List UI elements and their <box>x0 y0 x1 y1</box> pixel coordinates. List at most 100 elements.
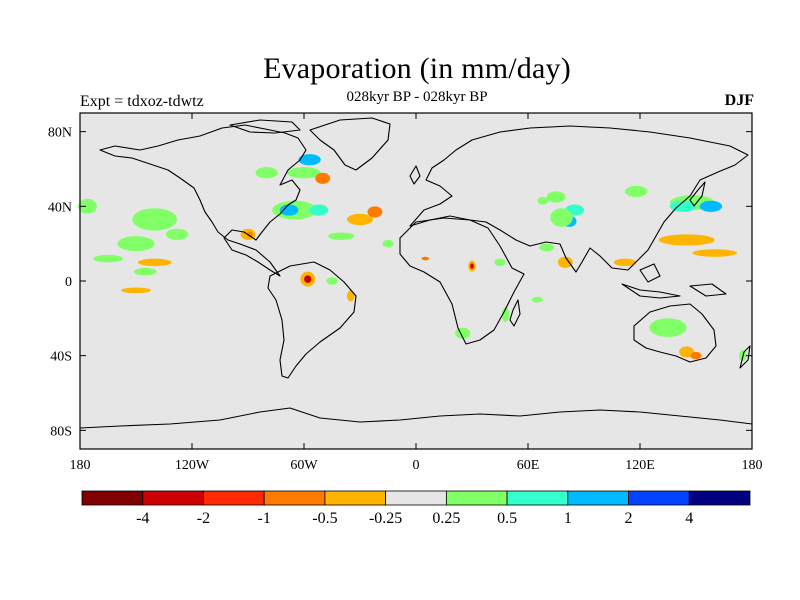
anomaly-patch <box>117 236 155 252</box>
anomaly-patch <box>546 191 566 203</box>
coastline-new-zealand <box>739 345 751 369</box>
anomaly-patch <box>315 172 331 184</box>
coastline-indonesia <box>621 283 681 299</box>
anomaly-patch <box>367 206 383 218</box>
lat-tick-label: 80N <box>48 126 72 141</box>
colorbar-label: -2 <box>197 510 210 527</box>
coastline-eurasia <box>409 125 749 273</box>
anomaly-patch <box>692 249 738 257</box>
colorbar-label: -0.5 <box>312 510 337 527</box>
colorbar-label: -0.25 <box>369 510 402 527</box>
anomaly-patch <box>699 200 723 212</box>
colorbar-label: 0.5 <box>497 510 517 527</box>
colorbar-label: 4 <box>685 510 693 527</box>
lon-tick-label: 120E <box>625 458 655 473</box>
colorbar-swatch <box>385 490 447 506</box>
anomaly-patch <box>137 258 172 267</box>
lat-tick-label: 80S <box>50 424 72 439</box>
lat-tick-label: 40S <box>50 350 72 365</box>
anomaly-patch <box>328 232 355 240</box>
anomaly-patch <box>679 346 695 358</box>
anomaly-patch <box>134 267 157 276</box>
colorbar-swatch <box>324 490 387 506</box>
colorbar-swatch <box>263 490 326 506</box>
anomaly-patch <box>346 213 374 225</box>
anomaly-patch <box>287 167 321 179</box>
axis-ticks: 80N 40N 0 40S 80S 180 120W 60W 0 60E 120E 180 <box>48 113 763 473</box>
coastline-madagascar <box>509 299 521 327</box>
coastline-australia <box>633 303 717 363</box>
lon-tick-label: 0 <box>413 458 420 473</box>
anomaly-patch <box>557 256 573 268</box>
anomaly-patch <box>550 208 573 227</box>
colorbar-swatch <box>81 490 144 506</box>
anomaly-patch <box>255 167 278 179</box>
coastline-north-america <box>99 124 307 277</box>
lon-tick-label: 180 <box>70 458 91 473</box>
season-label: DJF <box>724 92 754 109</box>
anomaly-patch <box>470 263 474 269</box>
colorbar-swatch <box>142 490 204 506</box>
anomaly-patch <box>613 258 637 267</box>
map-area <box>78 112 753 450</box>
anomaly-patch <box>247 231 253 238</box>
anomaly-patch <box>346 290 355 302</box>
anomaly-patch <box>326 277 338 285</box>
coastline-borneo <box>639 263 661 283</box>
anomaly-patch <box>537 197 549 205</box>
colorbar-swatch <box>688 490 751 506</box>
anomaly-patch <box>132 208 178 231</box>
anomaly-patch <box>298 154 321 166</box>
anomaly-patch <box>165 228 189 240</box>
anomaly-patch <box>279 204 299 216</box>
lon-tick-label: 60E <box>517 458 540 473</box>
experiment-label: Expt = tdxoz-tdwtz <box>80 93 204 110</box>
coastlines <box>79 117 753 429</box>
lon-tick-label: 180 <box>742 458 763 473</box>
coastline-africa <box>399 217 525 345</box>
anomaly-patch <box>304 275 312 283</box>
anomaly-patch <box>501 307 510 323</box>
coastline-antarctica <box>79 407 753 429</box>
colorbar-label: 2 <box>625 510 633 527</box>
coastline-arctic-islands <box>229 119 301 134</box>
anomaly-patch <box>658 234 715 246</box>
colorbar-swatch <box>203 490 265 506</box>
coastline-south-america <box>267 261 357 379</box>
map-title: Evaporation (in mm/day) <box>263 52 571 85</box>
lat-tick-label: 0 <box>65 275 72 290</box>
anomaly-patch <box>309 204 329 216</box>
anomaly-patch <box>382 239 394 248</box>
coastline-new-guinea <box>689 283 727 297</box>
anomaly-layer <box>78 154 747 362</box>
anomaly-patch <box>78 198 97 214</box>
colorbar-label: 0.25 <box>432 510 460 527</box>
lat-tick-label: 40N <box>48 200 72 215</box>
lon-tick-label: 120W <box>175 458 210 473</box>
anomaly-patch <box>93 254 123 263</box>
colorbar-swatch <box>567 490 629 506</box>
anomaly-patch <box>669 200 697 212</box>
coastline-british-isles <box>409 165 421 185</box>
anomaly-patch <box>690 351 702 360</box>
anomaly-patch <box>421 256 430 261</box>
colorbar: -4 -2 -1 -0.5 -0.25 0.25 0.5 1 2 4 <box>81 490 751 527</box>
colorbar-label: 1 <box>564 510 572 527</box>
map-subtitle: 028kyr BP - 028kyr BP <box>346 89 488 105</box>
anomaly-patch <box>121 287 151 294</box>
lon-tick-label: 60W <box>290 458 318 473</box>
colorbar-label: -1 <box>258 510 271 527</box>
anomaly-patch <box>531 296 543 303</box>
anomaly-patch <box>494 258 506 267</box>
colorbar-swatch <box>506 490 569 506</box>
coastline-greenland <box>309 117 391 171</box>
anomaly-patch <box>625 185 648 197</box>
colorbar-swatch <box>628 490 690 506</box>
coastline-japan <box>689 181 706 207</box>
colorbar-swatch <box>445 490 508 506</box>
anomaly-patch <box>649 318 687 337</box>
anomaly-patch <box>539 243 555 252</box>
map-background <box>80 113 752 449</box>
colorbar-label: -4 <box>136 510 149 527</box>
